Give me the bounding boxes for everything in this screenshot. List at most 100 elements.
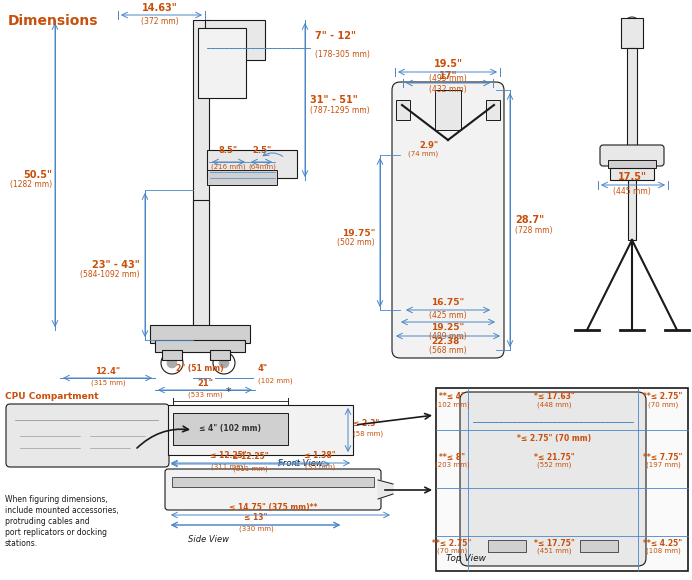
Text: 2" (51 mm): 2" (51 mm)	[176, 364, 224, 373]
Text: include mounted accessories,: include mounted accessories,	[5, 506, 119, 515]
Bar	[621, 18, 643, 48]
Text: ≤ 4" (102 mm): ≤ 4" (102 mm)	[199, 425, 261, 433]
Bar	[168, 405, 353, 455]
Bar	[610, 168, 654, 180]
Bar	[580, 540, 618, 552]
Text: (533 mm): (533 mm)	[188, 391, 222, 397]
Text: ≤ 12.25": ≤ 12.25"	[210, 451, 246, 460]
Text: 17.5": 17.5"	[617, 172, 646, 182]
Text: 19.75": 19.75"	[342, 229, 375, 237]
Text: *≤ 21.75": *≤ 21.75"	[534, 453, 574, 462]
Bar	[172, 477, 374, 487]
Text: stations.: stations.	[5, 539, 38, 548]
Text: 12.4": 12.4"	[95, 367, 120, 376]
Text: **≤ 2.75": **≤ 2.75"	[644, 392, 683, 401]
Text: (584-1092 mm): (584-1092 mm)	[80, 270, 140, 280]
Text: (311 mm): (311 mm)	[210, 464, 246, 470]
Text: **≤ 8": **≤ 8"	[439, 453, 465, 462]
Bar	[198, 28, 246, 98]
Text: (445 mm): (445 mm)	[613, 187, 651, 196]
Text: port replicators or docking: port replicators or docking	[5, 528, 107, 537]
Bar	[488, 540, 526, 552]
Bar	[627, 48, 637, 148]
Text: (197 mm): (197 mm)	[646, 462, 680, 469]
Text: (1282 mm): (1282 mm)	[10, 180, 52, 190]
FancyBboxPatch shape	[392, 82, 504, 358]
Text: 7" - 12": 7" - 12"	[315, 31, 356, 41]
Text: ≤ 13": ≤ 13"	[244, 513, 268, 522]
Text: Dimensions: Dimensions	[8, 14, 98, 28]
Text: (35 mm): (35 mm)	[305, 464, 335, 470]
Text: (203 mm): (203 mm)	[435, 462, 469, 469]
Text: When figuring dimensions,: When figuring dimensions,	[5, 495, 108, 504]
Text: 50.5": 50.5"	[23, 170, 52, 180]
Bar	[396, 100, 410, 120]
Text: 2.5": 2.5"	[253, 146, 272, 155]
Text: **≤ 2.75": **≤ 2.75"	[432, 539, 472, 548]
FancyBboxPatch shape	[165, 469, 381, 510]
Text: (178-305 mm): (178-305 mm)	[315, 50, 370, 59]
Text: 16.75": 16.75"	[431, 298, 464, 307]
Text: 31" - 51": 31" - 51"	[310, 95, 358, 105]
Text: (315 mm): (315 mm)	[91, 379, 125, 386]
Text: 21": 21"	[197, 379, 213, 388]
Text: 4": 4"	[258, 364, 268, 373]
Text: (495 mm): (495 mm)	[429, 74, 467, 83]
Text: (489 mm): (489 mm)	[429, 332, 467, 341]
Text: (64mm): (64mm)	[248, 163, 276, 169]
Text: (787-1295 mm): (787-1295 mm)	[310, 106, 370, 114]
Bar	[207, 150, 297, 178]
Text: 23" - 43": 23" - 43"	[92, 260, 140, 270]
FancyBboxPatch shape	[460, 392, 646, 566]
Text: Top View: Top View	[446, 554, 486, 563]
Text: (330 mm): (330 mm)	[239, 526, 273, 532]
Bar	[205, 20, 265, 60]
Text: (70 mm): (70 mm)	[648, 401, 678, 408]
Polygon shape	[378, 480, 393, 499]
Text: *≤ 17.63": *≤ 17.63"	[534, 392, 574, 401]
Text: (451 mm): (451 mm)	[537, 548, 572, 554]
Text: (432 mm): (432 mm)	[429, 85, 467, 94]
Text: 14.63": 14.63"	[142, 3, 178, 13]
Text: 28.7": 28.7"	[515, 215, 544, 225]
Text: 19.5": 19.5"	[433, 59, 462, 69]
Bar	[162, 350, 182, 360]
FancyBboxPatch shape	[600, 145, 664, 166]
Text: (108 mm): (108 mm)	[646, 548, 680, 554]
Text: 8.5": 8.5"	[219, 146, 237, 155]
Bar	[193, 200, 209, 330]
Circle shape	[628, 21, 636, 29]
Text: Side View: Side View	[188, 535, 229, 544]
FancyBboxPatch shape	[6, 404, 169, 467]
Text: ≤ 14.75" (375 mm)**: ≤ 14.75" (375 mm)**	[229, 503, 317, 512]
Bar	[173, 413, 288, 445]
Text: 22.38": 22.38"	[431, 337, 464, 346]
Text: (216 mm): (216 mm)	[210, 163, 245, 169]
Text: *≤ 17.75": *≤ 17.75"	[534, 539, 574, 548]
Text: ≤ 12.25": ≤ 12.25"	[232, 452, 268, 461]
Text: (552 mm): (552 mm)	[537, 462, 571, 469]
Bar	[486, 100, 500, 120]
Bar	[150, 325, 250, 343]
Circle shape	[219, 358, 229, 368]
Text: (70 mm): (70 mm)	[437, 548, 467, 554]
Bar	[207, 170, 277, 185]
Text: CPU Compartment: CPU Compartment	[5, 392, 99, 401]
Text: Front View: Front View	[278, 459, 323, 468]
Text: (102 mm): (102 mm)	[435, 401, 469, 408]
Bar	[628, 180, 636, 240]
Text: ≤ 2.3": ≤ 2.3"	[353, 419, 379, 429]
Text: **≤ 7.75": **≤ 7.75"	[644, 453, 683, 462]
Text: 19.25": 19.25"	[431, 323, 464, 332]
Text: (568 mm): (568 mm)	[429, 346, 467, 355]
Text: (728 mm): (728 mm)	[515, 226, 552, 234]
Text: protruding cables and: protruding cables and	[5, 517, 90, 526]
Text: (74 mm): (74 mm)	[408, 151, 438, 157]
Bar	[193, 20, 209, 340]
Text: (58 mm): (58 mm)	[353, 431, 383, 437]
Text: (502 mm): (502 mm)	[338, 238, 375, 248]
Bar	[436, 388, 688, 571]
Circle shape	[444, 136, 452, 144]
Text: (372 mm): (372 mm)	[141, 17, 179, 26]
Text: *: *	[225, 387, 231, 397]
